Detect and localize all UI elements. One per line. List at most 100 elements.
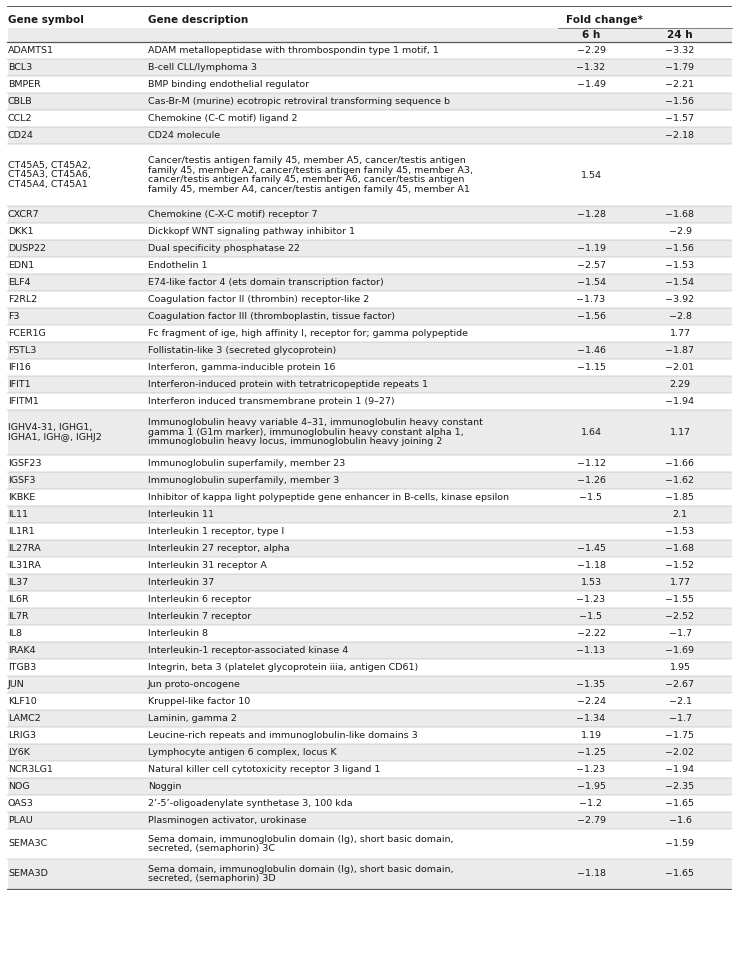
Text: −1.46: −1.46 [576,346,605,355]
Text: CXCR7: CXCR7 [8,210,40,219]
Text: Plasminogen activator, urokinase: Plasminogen activator, urokinase [148,816,306,825]
Text: PLAU: PLAU [8,816,33,825]
Text: ADAM metallopeptidase with thrombospondin type 1 motif, 1: ADAM metallopeptidase with thrombospondi… [148,46,439,55]
Text: −2.9: −2.9 [668,227,691,236]
Text: −1.66: −1.66 [665,459,695,468]
Text: −1.23: −1.23 [576,595,605,604]
Text: −1.26: −1.26 [576,476,605,485]
Text: IL1R1: IL1R1 [8,527,35,536]
Text: IGHV4-31, IGHG1,: IGHV4-31, IGHG1, [8,424,92,432]
Text: Chemokine (C-X-C motif) receptor 7: Chemokine (C-X-C motif) receptor 7 [148,210,317,219]
Bar [8,455,732,472]
Text: IL6R: IL6R [8,595,29,604]
Text: Coagulation factor III (thromboplastin, tissue factor): Coagulation factor III (thromboplastin, … [148,312,395,321]
Text: ADAMTS1: ADAMTS1 [8,46,54,55]
Text: −1.54: −1.54 [665,278,695,287]
Bar [8,472,732,489]
Text: B-cell CLL/lymphoma 3: B-cell CLL/lymphoma 3 [148,63,257,72]
Bar [8,761,732,778]
Bar [8,829,732,859]
Text: −1.35: −1.35 [576,680,605,689]
Text: CBLB: CBLB [8,97,33,106]
Text: −1.34: −1.34 [576,714,605,723]
Text: gamma 1 (G1m marker), immunoglobulin heavy constant alpha 1,: gamma 1 (G1m marker), immunoglobulin hea… [148,428,464,437]
Bar [8,359,732,376]
Text: −2.24: −2.24 [576,697,605,706]
Text: JUN: JUN [8,680,24,689]
Text: 2.1: 2.1 [673,510,687,519]
Bar [8,812,732,829]
Text: −2.1: −2.1 [668,697,691,706]
Text: DKK1: DKK1 [8,227,33,236]
Bar [8,489,732,506]
Text: IL8: IL8 [8,629,22,638]
Bar [8,523,732,540]
Text: Noggin: Noggin [148,782,181,791]
Text: Interleukin 7 receptor: Interleukin 7 receptor [148,612,252,621]
Text: cancer/testis antigen family 45, member A6, cancer/testis antigen: cancer/testis antigen family 45, member … [148,176,465,184]
Text: Fc fragment of ige, high affinity I, receptor for; gamma polypeptide: Fc fragment of ige, high affinity I, rec… [148,329,468,338]
Text: −1.18: −1.18 [576,870,605,878]
Text: Jun proto-oncogene: Jun proto-oncogene [148,680,241,689]
Text: IL7R: IL7R [8,612,29,621]
Bar [8,859,732,889]
Text: 2’-5’-oligoadenylate synthetase 3, 100 kda: 2’-5’-oligoadenylate synthetase 3, 100 k… [148,799,353,808]
Text: IFI16: IFI16 [8,363,31,372]
Text: ITGB3: ITGB3 [8,663,36,672]
Text: OAS3: OAS3 [8,799,34,808]
Text: secreted, (semaphorin) 3C: secreted, (semaphorin) 3C [148,844,275,853]
Bar [8,308,732,325]
Text: −1.87: −1.87 [665,346,695,355]
Text: 1.19: 1.19 [580,731,602,740]
Text: IKBKE: IKBKE [8,493,36,502]
Text: NOG: NOG [8,782,30,791]
Text: −2.79: −2.79 [576,816,605,825]
Text: LY6K: LY6K [8,748,30,757]
Text: −1.18: −1.18 [576,561,605,570]
Text: −1.56: −1.56 [665,97,695,106]
Text: immunoglobulin heavy locus, immunoglobulin heavy joining 2: immunoglobulin heavy locus, immunoglobul… [148,437,443,446]
Text: −1.7: −1.7 [668,714,691,723]
Text: family 45, member A4, cancer/testis antigen family 45, member A1: family 45, member A4, cancer/testis anti… [148,184,470,194]
Bar [8,240,732,257]
Text: family 45, member A2, cancer/testis antigen family 45, member A3,: family 45, member A2, cancer/testis anti… [148,166,473,175]
Bar [8,795,732,812]
Text: IFITM1: IFITM1 [8,397,38,406]
Text: −1.15: −1.15 [576,363,605,372]
Text: CT45A3, CT45A6,: CT45A3, CT45A6, [8,171,91,180]
Text: 1.77: 1.77 [670,329,690,338]
Text: Interferon-induced protein with tetratricopeptide repeats 1: Interferon-induced protein with tetratri… [148,380,428,389]
Text: Interleukin 1 receptor, type I: Interleukin 1 receptor, type I [148,527,284,536]
Text: IFIT1: IFIT1 [8,380,30,389]
Text: Interleukin 27 receptor, alpha: Interleukin 27 receptor, alpha [148,544,289,553]
Text: Gene symbol: Gene symbol [8,15,84,25]
Text: BCL3: BCL3 [8,63,33,72]
Text: −1.75: −1.75 [665,731,695,740]
Bar [8,659,732,676]
Text: 24 h: 24 h [667,30,693,40]
Text: −1.28: −1.28 [576,210,605,219]
Text: F2RL2: F2RL2 [8,295,37,304]
Bar [8,591,732,608]
Text: −1.6: −1.6 [668,816,691,825]
Bar [8,223,732,240]
Text: −1.94: −1.94 [665,765,695,774]
Text: −1.59: −1.59 [665,839,695,848]
Text: −1.56: −1.56 [665,244,695,253]
Text: −1.95: −1.95 [576,782,605,791]
Text: Fold change*: Fold change* [566,15,643,25]
Text: −1.85: −1.85 [665,493,695,502]
Text: −2.57: −2.57 [576,261,605,270]
Text: 1.54: 1.54 [580,171,602,180]
Text: Interferon induced transmembrane protein 1 (9–27): Interferon induced transmembrane protein… [148,397,394,406]
Text: −3.32: −3.32 [665,46,695,55]
Text: BMPER: BMPER [8,80,41,89]
Bar [8,257,732,274]
Text: Coagulation factor II (thrombin) receptor-like 2: Coagulation factor II (thrombin) recepto… [148,295,369,304]
Text: CD24: CD24 [8,131,34,140]
Text: IL31RA: IL31RA [8,561,41,570]
Text: −2.29: −2.29 [576,46,605,55]
Text: LRIG3: LRIG3 [8,731,36,740]
Text: 1.53: 1.53 [580,578,602,587]
Text: −1.12: −1.12 [576,459,605,468]
